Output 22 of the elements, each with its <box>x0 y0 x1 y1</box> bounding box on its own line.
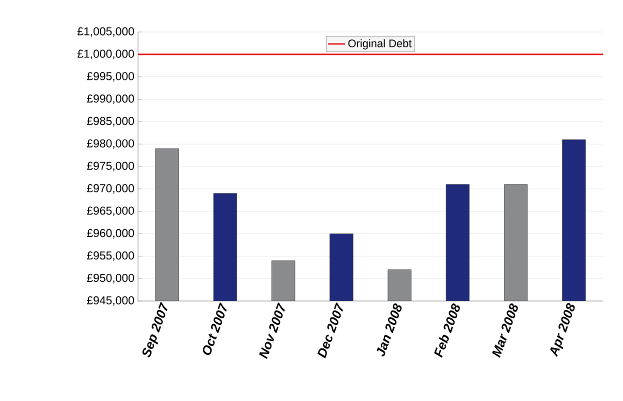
y-tick-label: £945,000 <box>87 296 134 306</box>
x-tick-label: Dec 2007 <box>318 302 343 358</box>
y-tick-label: £1,005,000 <box>77 27 134 37</box>
y-tick-label: £955,000 <box>87 251 134 261</box>
legend-label: Original Debt <box>348 39 412 50</box>
x-tick-label: Sep 2007 <box>142 302 168 358</box>
x-tick-label: Oct 2007 <box>202 302 227 356</box>
x-tick-label: Nov 2007 <box>259 302 285 360</box>
x-tick-label: Jan 2008 <box>376 303 402 356</box>
y-tick-label: £960,000 <box>87 229 134 238</box>
y-tick-label: £970,000 <box>87 184 134 194</box>
y-tick-label: £995,000 <box>87 72 134 82</box>
y-tick-label: £980,000 <box>87 139 134 149</box>
y-tick-label: £985,000 <box>87 116 134 126</box>
y-tick-label: £990,000 <box>87 94 134 104</box>
x-tick-label: Apr 2008 <box>550 302 575 358</box>
y-tick-label: £1,000,000 <box>77 50 134 60</box>
x-tick-label: Feb 2008 <box>434 303 460 358</box>
y-tick-label: £965,000 <box>87 206 134 216</box>
y-tick-label: £975,000 <box>87 162 134 172</box>
y-tick-label: £950,000 <box>87 274 134 284</box>
x-tick-label: Mar 2008 <box>492 303 518 358</box>
